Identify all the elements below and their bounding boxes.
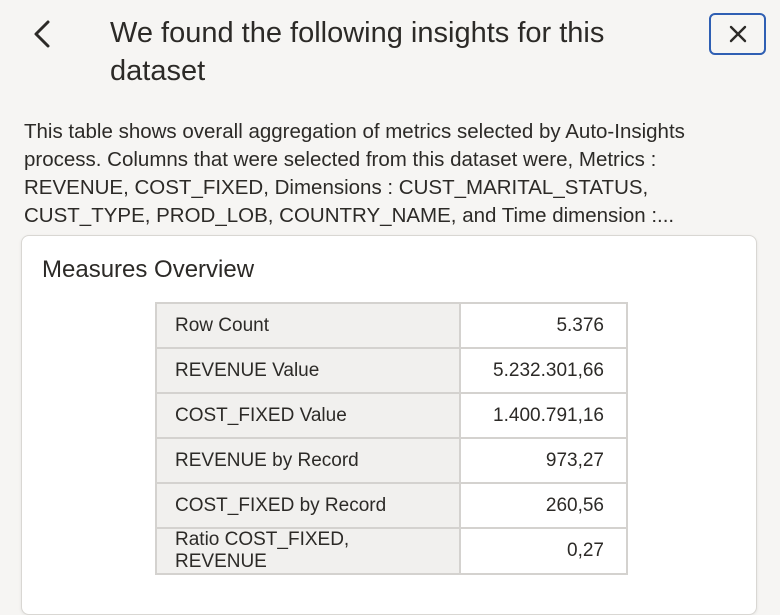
table-row: Ratio COST_FIXED, REVENUE 0,27 <box>154 527 628 575</box>
back-button[interactable] <box>22 14 62 54</box>
row-value: 5.232.301,66 <box>459 347 628 394</box>
table-row: Row Count 5.376 <box>154 302 628 349</box>
chevron-left-icon <box>34 20 50 48</box>
row-label: COST_FIXED Value <box>154 392 462 439</box>
row-label: REVENUE Value <box>154 347 462 394</box>
table-row: REVENUE Value 5.232.301,66 <box>154 347 628 394</box>
row-value: 5.376 <box>459 302 628 349</box>
panel-header: We found the following insights for this… <box>0 0 780 100</box>
insights-description: This table shows overall aggregation of … <box>24 120 685 227</box>
close-button[interactable] <box>709 13 766 55</box>
row-label: Row Count <box>154 302 462 349</box>
card-title: Measures Overview <box>42 256 255 283</box>
page-title: We found the following insights for this… <box>110 17 605 87</box>
measures-table: Row Count 5.376 REVENUE Value 5.232.301,… <box>154 302 628 575</box>
measures-overview-card: Measures Overview Row Count 5.376 REVENU… <box>21 235 757 615</box>
row-label: REVENUE by Record <box>154 437 462 484</box>
table-row: REVENUE by Record 973,27 <box>154 437 628 484</box>
close-icon <box>729 25 746 43</box>
row-value: 973,27 <box>459 437 628 484</box>
row-value: 0,27 <box>459 527 628 575</box>
table-row: COST_FIXED Value 1.400.791,16 <box>154 392 628 439</box>
table-row: COST_FIXED by Record 260,56 <box>154 482 628 529</box>
row-label: COST_FIXED by Record <box>154 482 462 529</box>
row-label: Ratio COST_FIXED, REVENUE <box>154 527 462 575</box>
row-value: 1.400.791,16 <box>459 392 628 439</box>
row-value: 260,56 <box>459 482 628 529</box>
